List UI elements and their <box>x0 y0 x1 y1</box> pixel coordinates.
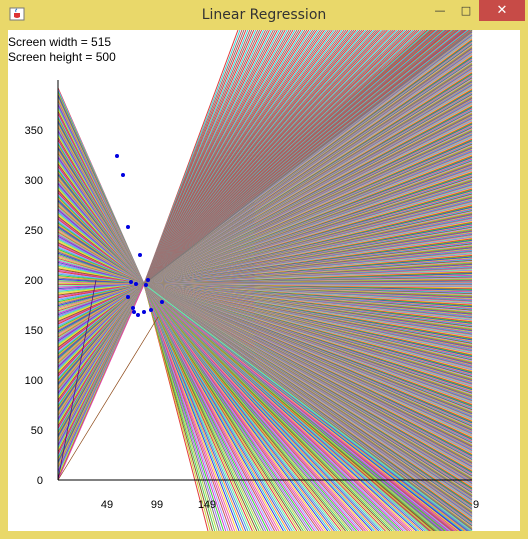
y-tick-label: 350 <box>25 125 43 137</box>
plot-canvas: 0 50 100 150 200 250 300 350 49 99 149 9 Screen wid… <box>8 30 520 531</box>
data-points <box>115 154 164 317</box>
axis-gutter <box>8 30 58 531</box>
y-tick-label: 0 <box>37 475 43 487</box>
regression-lines-fan <box>57 30 473 531</box>
y-tick-label: 200 <box>25 275 43 287</box>
data-point <box>146 278 150 282</box>
data-point <box>121 173 125 177</box>
minimize-icon: — <box>434 4 446 17</box>
maximize-button[interactable]: □ <box>453 0 479 21</box>
data-point <box>138 253 142 257</box>
data-point <box>131 306 135 310</box>
regression-line <box>57 316 159 481</box>
data-point <box>144 283 148 287</box>
x-tick-label-partial: 9 <box>473 499 479 511</box>
maximize-icon: □ <box>460 4 472 17</box>
x-tick-label: 99 <box>151 499 163 511</box>
y-tick-label: 250 <box>25 225 43 237</box>
data-point <box>129 280 133 284</box>
data-point <box>136 313 140 317</box>
screen-width-label: Screen width = 515 <box>8 35 112 49</box>
regression-line <box>57 283 145 481</box>
window-title: Linear Regression <box>201 7 327 23</box>
data-point <box>149 308 153 312</box>
y-tick-label: 50 <box>31 425 43 437</box>
data-point <box>134 282 138 286</box>
data-point <box>132 310 136 314</box>
regression-line <box>143 283 473 531</box>
data-point <box>160 300 164 304</box>
y-tick-label: 300 <box>25 175 43 187</box>
data-point <box>115 154 119 158</box>
data-point <box>126 295 130 299</box>
title-bar[interactable]: Linear Regression — □ ✕ <box>0 0 528 30</box>
x-tick-label: 49 <box>101 499 113 511</box>
screen-height-label: Screen height = 500 <box>8 50 116 64</box>
axes: 0 50 100 150 200 250 300 350 49 99 149 9 <box>25 80 479 511</box>
close-button[interactable]: ✕ <box>479 0 525 21</box>
regression-line <box>143 30 473 285</box>
regression-plot: 0 50 100 150 200 250 300 350 49 99 149 9 <box>8 30 479 531</box>
minimize-button[interactable]: — <box>427 0 453 21</box>
y-tick-label: 150 <box>25 325 43 337</box>
close-icon: ✕ <box>496 3 508 18</box>
x-tick-label: 149 <box>198 499 216 511</box>
java-cup-icon <box>9 7 25 21</box>
data-point <box>142 310 146 314</box>
y-tick-label: 100 <box>25 375 43 387</box>
regression-line <box>57 279 97 481</box>
data-point <box>126 225 130 229</box>
